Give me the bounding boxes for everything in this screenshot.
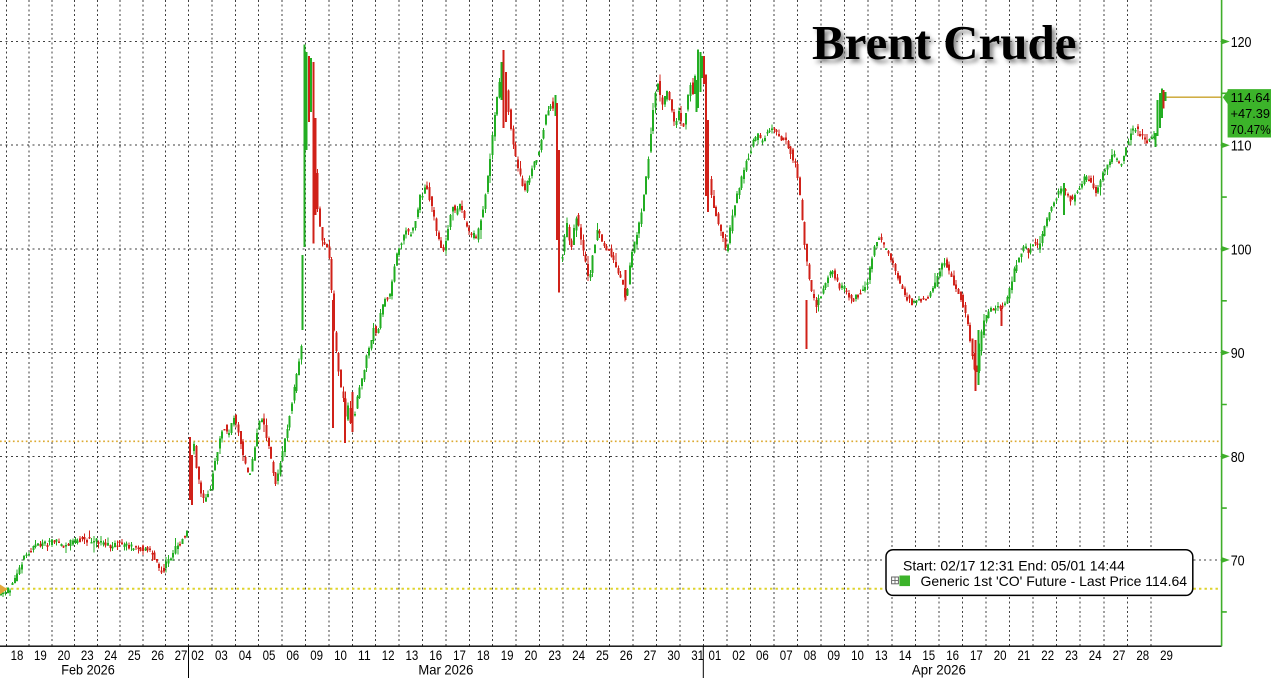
svg-text:27: 27 xyxy=(175,647,188,663)
svg-text:10: 10 xyxy=(851,647,864,663)
svg-text:06: 06 xyxy=(756,647,769,663)
svg-text:09: 09 xyxy=(827,647,840,663)
svg-text:20: 20 xyxy=(525,647,538,663)
svg-text:70: 70 xyxy=(1231,554,1245,570)
svg-text:26: 26 xyxy=(620,647,633,663)
svg-text:19: 19 xyxy=(34,647,47,663)
svg-text:01: 01 xyxy=(709,647,722,663)
svg-text:26: 26 xyxy=(151,647,164,663)
svg-text:16: 16 xyxy=(946,647,959,663)
svg-text:07: 07 xyxy=(780,647,793,663)
svg-text:18: 18 xyxy=(477,647,490,663)
svg-text:18: 18 xyxy=(11,647,24,663)
svg-text:03: 03 xyxy=(215,647,228,663)
svg-text:24: 24 xyxy=(104,647,117,663)
svg-text:110: 110 xyxy=(1231,139,1252,155)
svg-text:70.47%: 70.47% xyxy=(1231,123,1271,137)
svg-text:27: 27 xyxy=(1113,647,1126,663)
svg-text:13: 13 xyxy=(406,647,419,663)
svg-text:24: 24 xyxy=(1089,647,1102,663)
svg-text:11: 11 xyxy=(358,647,371,663)
svg-text:13: 13 xyxy=(875,647,888,663)
svg-text:114.64: 114.64 xyxy=(1231,91,1271,105)
svg-text:24: 24 xyxy=(572,647,585,663)
svg-text:90: 90 xyxy=(1231,346,1245,362)
svg-text:06: 06 xyxy=(286,647,299,663)
svg-text:30: 30 xyxy=(667,647,680,663)
svg-text:Mar 2026: Mar 2026 xyxy=(418,662,473,678)
svg-text:27: 27 xyxy=(644,647,657,663)
svg-text:Feb 2026: Feb 2026 xyxy=(61,662,115,678)
svg-text:+47.39: +47.39 xyxy=(1231,107,1271,121)
svg-text:25: 25 xyxy=(128,647,141,663)
svg-text:23: 23 xyxy=(1065,647,1078,663)
svg-text:28: 28 xyxy=(1136,647,1149,663)
svg-text:23: 23 xyxy=(548,647,561,663)
svg-text:17: 17 xyxy=(970,647,983,663)
svg-text:12: 12 xyxy=(382,647,395,663)
svg-text:05: 05 xyxy=(263,647,276,663)
svg-text:Start: 02/17 12:31 End: 05/01: Start: 02/17 12:31 End: 05/01 14:44 xyxy=(903,558,1125,574)
svg-text:14: 14 xyxy=(899,647,912,663)
svg-text:29: 29 xyxy=(1160,647,1173,663)
svg-text:15: 15 xyxy=(922,647,935,663)
svg-text:20: 20 xyxy=(994,647,1007,663)
svg-text:02: 02 xyxy=(191,647,204,663)
svg-text:25: 25 xyxy=(596,647,609,663)
svg-text:21: 21 xyxy=(1018,647,1031,663)
svg-text:80: 80 xyxy=(1231,450,1245,466)
svg-text:04: 04 xyxy=(239,647,252,663)
svg-text:20: 20 xyxy=(58,647,71,663)
svg-text:100: 100 xyxy=(1231,242,1252,258)
svg-text:08: 08 xyxy=(804,647,817,663)
svg-text:Generic 1st 'CO' Future - Last: Generic 1st 'CO' Future - Last Price 114… xyxy=(921,573,1188,589)
svg-text:31: 31 xyxy=(691,647,704,663)
svg-text:17: 17 xyxy=(453,647,466,663)
svg-text:22: 22 xyxy=(1041,647,1054,663)
svg-text:19: 19 xyxy=(501,647,514,663)
svg-text:10: 10 xyxy=(334,647,347,663)
svg-text:Apr 2026: Apr 2026 xyxy=(912,662,966,678)
svg-text:02: 02 xyxy=(732,647,745,663)
svg-text:16: 16 xyxy=(429,647,442,663)
svg-text:23: 23 xyxy=(81,647,94,663)
svg-text:09: 09 xyxy=(310,647,323,663)
svg-text:120: 120 xyxy=(1231,35,1252,51)
